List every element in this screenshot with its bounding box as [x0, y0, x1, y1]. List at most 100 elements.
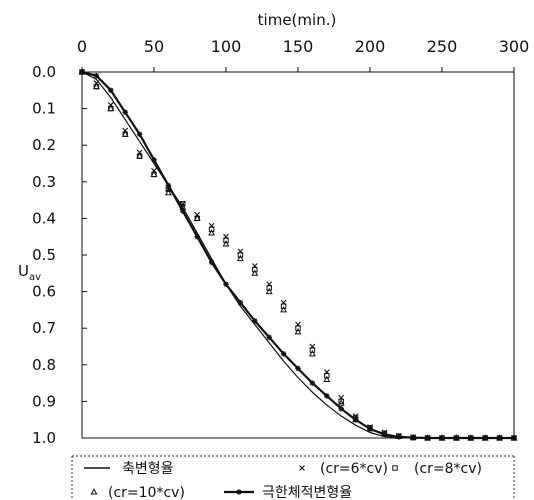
series-2-point-12	[252, 266, 258, 273]
series-4-point-7-d2	[180, 208, 186, 214]
series-4-point-19	[352, 417, 359, 423]
series-4-point-18	[338, 406, 344, 412]
series-4-point-17-d2	[324, 393, 330, 399]
series-4-point-22-d2	[396, 434, 402, 440]
series-2-point-11	[237, 252, 244, 258]
y-tick-label-3: 0.3	[32, 173, 56, 191]
series-4-point-0	[79, 69, 85, 75]
x-tick-label-4: 200	[355, 37, 386, 56]
series-4-point-25-d2	[439, 435, 445, 441]
series-4-point-7	[180, 208, 186, 214]
series-3-point-16	[308, 349, 316, 357]
series-3-point-1	[92, 82, 100, 90]
legend-item-1: (cr=6*cv)	[299, 461, 388, 477]
series-3-point-18	[337, 399, 345, 406]
series-2-point-10	[223, 237, 229, 244]
legend-item-1-label: (cr=6*cv)	[320, 461, 388, 477]
legend-item-2: (cr=8*cv)	[392, 461, 482, 477]
series-4-point-9-d2	[209, 259, 214, 265]
legend-item-4-label: 극한체적변형율	[262, 485, 352, 500]
series-3-point-8	[193, 214, 201, 221]
x-axis-label: time(min.)	[258, 11, 337, 29]
series-4-point-3	[122, 109, 128, 115]
series-4-point-11-d2	[238, 300, 243, 305]
series-4-point-21	[381, 431, 388, 438]
y-tick-label-10: 1.0	[32, 429, 56, 447]
series-4-point-24	[424, 435, 431, 441]
series-3-point-5	[150, 170, 158, 177]
legend-item-0: 축변형율	[84, 461, 174, 477]
series-4-point-13	[266, 334, 272, 341]
series-4	[79, 69, 517, 441]
y-tick-label-0: 0.0	[32, 63, 56, 81]
y-axis-label-subscript: av	[29, 272, 41, 283]
series-4-point-11	[237, 299, 244, 306]
series-4-point-30	[511, 435, 517, 441]
y-tick-label-9: 0.9	[32, 392, 56, 410]
y-tick-label-5: 0.5	[32, 246, 56, 264]
series-4-point-4	[136, 131, 143, 137]
series-4-point-28	[482, 435, 488, 441]
series-4-point-2	[108, 87, 114, 93]
series-4-point-9	[208, 259, 215, 266]
series-2-point-18	[338, 398, 344, 405]
legend-item-3-label: (cr=10*cv)	[108, 485, 185, 500]
series-4-point-29	[496, 435, 503, 441]
series-4-point-20	[367, 426, 373, 432]
series-3-point-3	[121, 130, 129, 137]
series-4-point-12-d2	[252, 318, 258, 324]
series-4-point-12	[252, 318, 258, 324]
series-4-point-23	[410, 434, 416, 441]
series-4-point-22	[396, 434, 402, 440]
x-tick-label-0: 0	[77, 37, 87, 56]
series-4-point-16	[309, 380, 316, 386]
series-3-point-10	[222, 240, 230, 247]
legend-item-1-marker	[299, 465, 305, 471]
series-layer	[78, 68, 518, 441]
series-4-point-3-d2	[122, 109, 128, 115]
series-2-point-13	[266, 285, 272, 291]
series-2-point-14	[280, 303, 287, 309]
y-tick-label-1: 0.1	[32, 100, 56, 118]
series-4-point-8-d2	[194, 234, 200, 240]
series-4-point-27	[468, 435, 474, 441]
y-axis-label: Uav	[18, 262, 41, 283]
series-4-point-29-d2	[497, 435, 502, 441]
legend-item-1-marker-b	[299, 465, 305, 471]
plot-frame	[81, 71, 515, 439]
series-4-point-5-d2	[151, 157, 157, 163]
series-2-point-17	[324, 373, 330, 379]
series-4-point-30-d2	[511, 435, 517, 441]
axis-layer: 0 50 100 150 200 250 300 0.0 0.1 0.2 0.3 0.4 0.5 0.6 0…	[18, 11, 529, 447]
series-2-point-15	[295, 325, 301, 331]
series-3-point-11	[236, 254, 244, 262]
x-tick-label-1: 50	[144, 37, 164, 56]
series-3-point-15	[294, 328, 302, 335]
series-3-point-9	[208, 229, 216, 236]
y-tick-label-2: 0.2	[32, 136, 56, 154]
series-4-point-28-d2	[482, 435, 488, 441]
series-4-point-26-d2	[454, 435, 459, 441]
y-tick-label-4: 0.4	[32, 209, 56, 227]
x-tick-label-2: 100	[211, 37, 242, 56]
series-4-point-1	[93, 72, 100, 79]
legend-item-2-marker	[392, 465, 398, 471]
series-4-point-14-d2	[281, 351, 286, 357]
series-4-point-10	[223, 281, 229, 287]
series-3-point-2	[107, 104, 115, 112]
series-4-point-5	[151, 157, 157, 163]
series-3-point-6	[164, 188, 172, 196]
series-3-point-12	[251, 269, 259, 276]
series-4-point-1-d2	[94, 73, 99, 79]
series-3-point-17	[323, 375, 331, 382]
series-2-point-9	[208, 226, 215, 233]
series-4-point-17	[324, 393, 330, 399]
series-4-point-15-d2	[295, 366, 301, 371]
series-4-point-14	[280, 351, 287, 357]
series-4-point-6	[165, 182, 172, 189]
series-4-point-23-d2	[410, 435, 416, 441]
legend-item-0-label: 축변형율	[122, 461, 174, 477]
y-tick-label-7: 0.7	[32, 319, 56, 337]
